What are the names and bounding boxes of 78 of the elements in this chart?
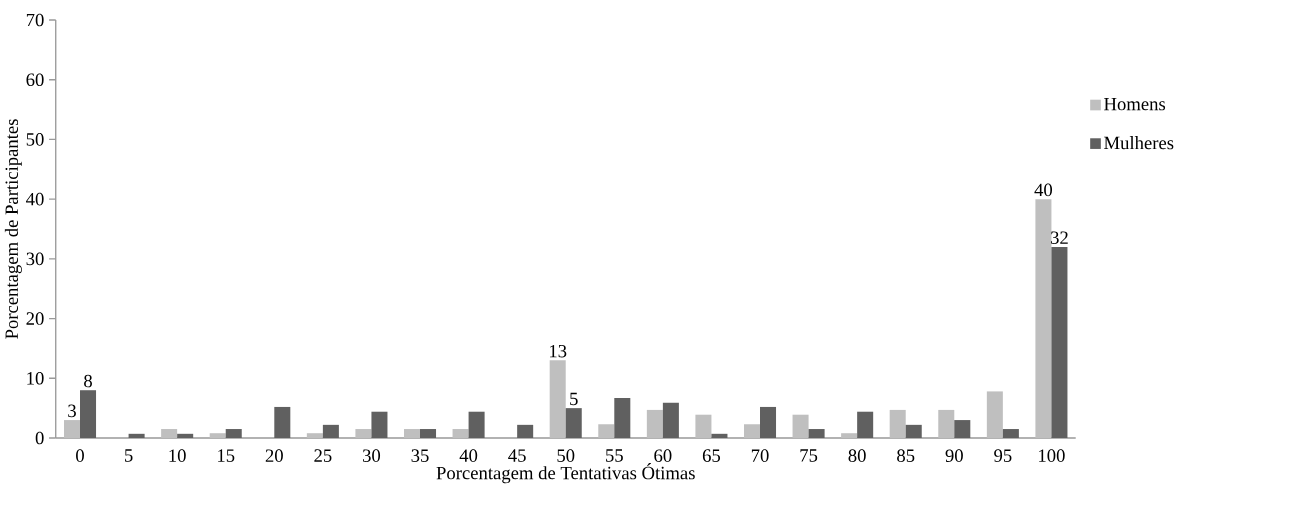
x-tick-label: 100 [1039,449,1065,462]
x-tick-label: 40 [459,449,478,462]
bar [743,424,760,438]
legend-label: Homens [1104,97,1166,111]
x-tick-label: 10 [169,449,186,462]
bar [468,411,485,438]
bar [662,402,679,438]
x-tick-label: 75 [800,449,818,462]
y-axis-title: Porcentagem de Participantes [4,119,22,339]
x-tick-label: 95 [994,449,1012,462]
data-label: 13 [550,344,567,358]
x-tick-label: 45 [508,449,526,462]
bar [905,424,922,438]
bar [986,391,1003,438]
y-tick-label: 10 [27,371,44,385]
bar [792,414,809,438]
bar [646,409,663,438]
bar [80,390,97,438]
bar [306,433,323,438]
x-tick-label: 30 [363,449,381,462]
data-label: 8 [84,374,92,388]
bar [517,424,534,438]
bar [598,424,615,438]
bar [1002,429,1019,438]
data-label: 5 [570,392,578,406]
data-label: 3 [68,404,76,418]
bar [565,408,582,438]
legend-label: Mulheres [1104,136,1174,150]
bar [614,397,631,438]
bar [808,429,825,438]
y-tick-label: 0 [35,431,44,445]
bar [274,406,291,438]
bar [355,429,372,438]
bar [1051,246,1068,438]
bar [760,406,777,438]
x-tick-label: 60 [654,449,672,462]
bar [420,429,437,438]
data-label: 32 [1051,231,1068,244]
bar [161,429,178,438]
data-label: 40 [1034,183,1053,197]
x-tick-label: 85 [897,449,915,462]
x-tick-label: 0 [76,449,84,462]
bar [711,433,728,438]
x-tick-label: 5 [125,449,133,462]
x-tick-label: 15 [218,449,235,462]
bar [954,420,971,438]
bar [225,429,242,438]
x-tick-label: 35 [411,449,429,462]
x-tick-label: 70 [751,449,769,462]
bar [63,420,81,438]
y-tick-label: 60 [26,73,44,87]
bar [403,429,421,438]
y-tick-label: 20 [26,312,44,325]
x-tick-label: 65 [702,449,721,462]
x-tick-label: 90 [945,449,963,462]
bar [177,433,194,438]
bar [841,433,858,438]
bar [695,414,712,438]
bar [1035,199,1052,438]
bar [128,433,145,438]
x-tick-label: 20 [265,449,283,462]
bar [371,411,388,438]
y-tick-label: 40 [26,192,44,206]
x-tick-label: 55 [606,449,623,462]
x-tick-label: 25 [314,449,332,462]
bar [322,424,339,438]
y-tick-label: 50 [26,133,44,146]
bar [889,409,906,438]
bar [549,360,566,438]
x-tick-label: 80 [848,449,866,462]
y-tick-label: 30 [26,252,44,266]
x-tick-label: 50 [557,449,575,462]
bar [938,409,955,438]
y-tick-label: 70 [26,13,44,27]
bar [452,429,469,438]
bar [209,433,226,438]
x-axis-title: Porcentagem de Tentativas Ótimas [436,463,695,484]
bar [857,411,874,438]
